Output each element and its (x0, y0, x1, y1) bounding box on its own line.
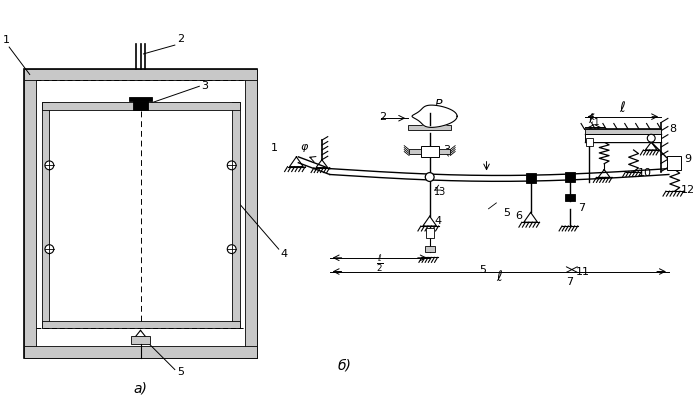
Text: 7: 7 (566, 277, 573, 287)
Text: 7: 7 (578, 203, 584, 213)
Text: 6: 6 (515, 211, 522, 221)
Text: $\ell$: $\ell$ (620, 100, 626, 115)
Text: P: P (435, 98, 442, 112)
Text: $\ell$: $\ell$ (496, 269, 503, 284)
Text: 1: 1 (3, 35, 10, 45)
Bar (232, 102, 239, 328)
Text: 10: 10 (638, 168, 652, 178)
Text: 12: 12 (680, 185, 695, 195)
Circle shape (648, 134, 655, 142)
Circle shape (426, 173, 434, 181)
Bar (426, 228, 433, 238)
Text: 3: 3 (443, 145, 450, 154)
Text: 5: 5 (177, 366, 184, 376)
Text: а): а) (134, 381, 148, 395)
Bar (584, 129, 661, 134)
Bar (129, 97, 153, 101)
Bar (133, 101, 148, 110)
Bar (565, 172, 575, 182)
Text: φ: φ (300, 142, 308, 152)
Text: 5: 5 (479, 266, 486, 276)
Text: 8: 8 (669, 124, 676, 134)
Polygon shape (412, 105, 457, 127)
Text: 3: 3 (202, 81, 209, 91)
Bar (24, 346, 257, 358)
Bar (425, 246, 435, 252)
Text: б): б) (337, 358, 351, 372)
Text: 5: 5 (503, 208, 510, 218)
Bar (41, 320, 239, 328)
Bar (584, 134, 661, 142)
Text: $\ell_1$: $\ell_1$ (588, 112, 601, 127)
Bar (41, 102, 50, 328)
Text: 9: 9 (685, 154, 692, 164)
Bar (24, 69, 257, 80)
Bar (246, 69, 257, 358)
Bar (438, 148, 450, 154)
Text: 4: 4 (435, 216, 442, 226)
Circle shape (228, 245, 236, 254)
Text: $\frac{\ell}{2}$: $\frac{\ell}{2}$ (376, 253, 384, 274)
Text: 4: 4 (281, 249, 288, 259)
Text: 11: 11 (575, 268, 589, 278)
Text: 2: 2 (379, 112, 386, 122)
Bar (41, 102, 239, 110)
Bar (565, 194, 575, 202)
Bar (131, 336, 150, 344)
Bar (24, 69, 36, 358)
Bar (24, 69, 257, 358)
Text: 13: 13 (433, 187, 446, 197)
Bar (667, 156, 680, 170)
Circle shape (228, 161, 236, 170)
Text: 1: 1 (271, 143, 278, 153)
Bar (526, 173, 536, 183)
Bar (408, 125, 452, 130)
Circle shape (45, 161, 54, 170)
Circle shape (45, 245, 54, 254)
Bar (585, 138, 594, 146)
Bar (409, 148, 421, 154)
Bar (421, 146, 438, 158)
Text: 2: 2 (177, 34, 184, 44)
